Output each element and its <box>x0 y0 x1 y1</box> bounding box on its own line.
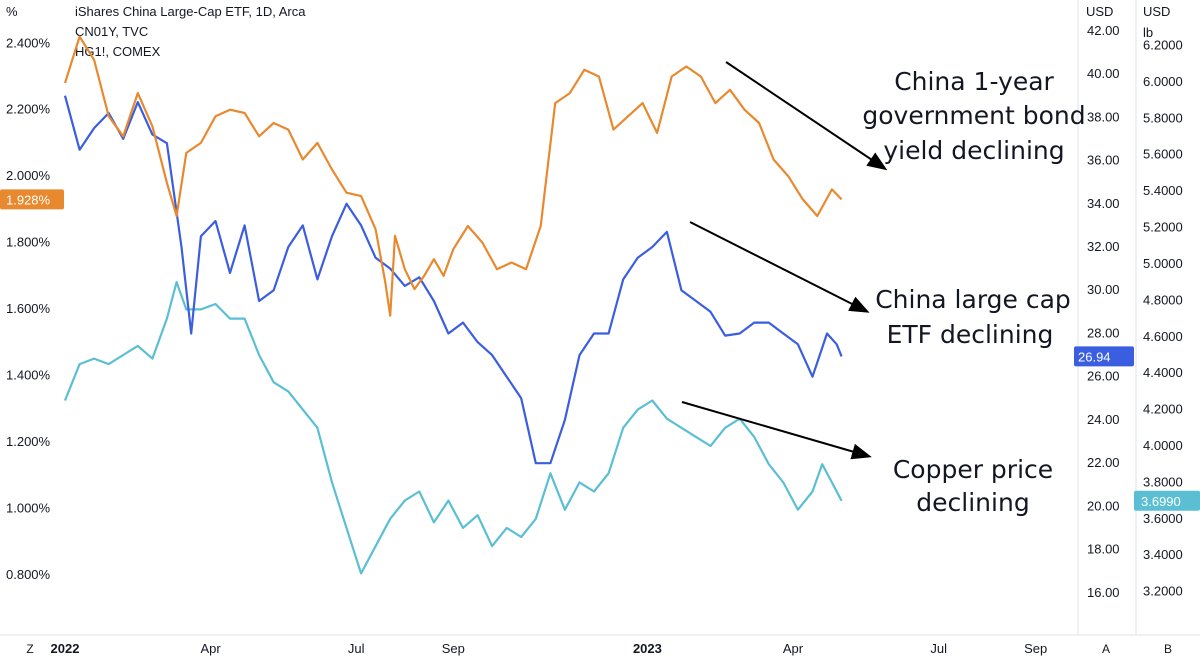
last-value-badge-right <box>1134 490 1200 511</box>
tick-label-right-9: 4.4000 <box>1143 365 1183 380</box>
corner-label-mid: A <box>1102 642 1110 656</box>
right-axis-unit-lb: lb <box>1143 25 1153 40</box>
tick-label-right-7: 4.8000 <box>1143 292 1183 307</box>
tick-label-left-7: 1.000% <box>6 500 51 515</box>
tick-label-right-6: 5.0000 <box>1143 256 1183 271</box>
corner-label-right: B <box>1164 642 1172 656</box>
tick-label-left-8: 0.800% <box>6 567 51 582</box>
x-tick-label-0: 2022 <box>51 641 80 656</box>
tick-label-right-3: 5.6000 <box>1143 147 1183 162</box>
annotation-etf-line2: ETF declining <box>887 320 1054 349</box>
tick-label-mid-3: 36.00 <box>1087 153 1120 168</box>
tick-label-right-8: 4.6000 <box>1143 329 1183 344</box>
series-line-mid <box>63 95 843 465</box>
tick-label-mid-8: 26.00 <box>1087 369 1120 384</box>
tick-label-left-6: 1.200% <box>6 434 51 449</box>
last-value-badge-mid <box>1074 346 1134 367</box>
annotation-copper-line1: Copper price <box>893 455 1053 484</box>
tick-label-right-0: 6.2000 <box>1143 38 1183 53</box>
arrow-etf <box>689 221 870 313</box>
tick-label-left-4: 1.600% <box>6 301 51 316</box>
tick-label-left-5: 1.400% <box>6 368 51 383</box>
annotation-copper-line2: declining <box>916 488 1029 517</box>
tick-label-mid-7: 28.00 <box>1087 326 1120 341</box>
tick-label-right-11: 4.0000 <box>1143 438 1183 453</box>
x-tick-label-2: Jul <box>348 641 365 656</box>
tick-label-mid-12: 18.00 <box>1087 542 1120 557</box>
corner-label-left: Z <box>26 642 33 656</box>
x-tick-label-6: Jul <box>930 641 947 656</box>
mid-axis-unit: USD <box>1086 4 1113 19</box>
tick-label-mid-5: 32.00 <box>1087 239 1120 254</box>
arrow-bond-yield <box>725 61 888 171</box>
legend-item-copper: HG1!, COMEX <box>75 44 161 59</box>
x-tick-label-5: Apr <box>783 641 804 656</box>
tick-label-right-14: 3.4000 <box>1143 547 1183 562</box>
tick-label-mid-10: 22.00 <box>1087 455 1120 470</box>
tick-label-left-3: 1.800% <box>6 235 51 250</box>
tick-label-mid-13: 16.00 <box>1087 585 1120 600</box>
last-value-badge-left <box>0 189 64 210</box>
right-axis-unit: USD <box>1143 4 1170 19</box>
tick-label-mid-4: 34.00 <box>1087 196 1120 211</box>
series-layer: 1.928% 26.94 3.6990 <box>0 35 1200 575</box>
tick-label-right-15: 3.2000 <box>1143 584 1183 599</box>
tick-label-right-13: 3.6000 <box>1143 511 1183 526</box>
series-line-right <box>63 281 843 575</box>
tick-label-right-10: 4.2000 <box>1143 402 1183 417</box>
legend-item-cn01y: CN01Y, TVC <box>75 24 148 39</box>
legend-item-etf: iShares China Large-Cap ETF, 1D, Arca <box>75 4 306 19</box>
x-axis: 2022 Apr Jul Sep 2023 Apr Jul Sep <box>51 641 1048 656</box>
annotation-arrows <box>681 61 888 460</box>
last-value-label-right: 3.6990 <box>1141 494 1181 509</box>
tick-label-right-12: 3.8000 <box>1143 474 1183 489</box>
tick-label-mid-1: 40.00 <box>1087 66 1120 81</box>
tick-label-left-0: 2.400% <box>6 35 51 50</box>
x-tick-label-3: Sep <box>442 641 465 656</box>
tick-label-left-1: 2.200% <box>6 102 51 117</box>
left-axis-unit: % <box>6 4 18 19</box>
tick-label-mid-6: 30.00 <box>1087 282 1120 297</box>
tick-label-mid-0: 42.00 <box>1087 23 1120 38</box>
tick-label-right-4: 5.4000 <box>1143 183 1183 198</box>
tick-label-right-5: 5.2000 <box>1143 220 1183 235</box>
tick-label-mid-11: 20.00 <box>1087 498 1120 513</box>
annotation-etf-line1: China large cap <box>875 285 1071 314</box>
arrow-copper <box>681 401 872 460</box>
x-tick-label-1: Apr <box>200 641 221 656</box>
tick-label-right-1: 6.0000 <box>1143 74 1183 89</box>
tick-label-right-2: 5.8000 <box>1143 110 1183 125</box>
annotation-bond-yield-line3: yield declining <box>883 136 1064 165</box>
annotation-bond-yield-line2: government bond <box>862 101 1085 130</box>
tick-label-mid-2: 38.00 <box>1087 109 1120 124</box>
tick-label-left-2: 2.000% <box>6 168 51 183</box>
left-axis: 2.400% 2.200% 2.000% 1.800% 1.600% 1.400% 1.20… <box>6 35 51 582</box>
x-tick-label-7: Sep <box>1024 641 1047 656</box>
last-value-label-mid: 26.94 <box>1078 349 1111 364</box>
series-line-left <box>63 35 843 317</box>
annotation-bond-yield-line1: China 1-year <box>894 67 1054 96</box>
mid-axis: 42.00 40.00 38.00 36.00 34.00 32.00 30.00 28.00… <box>1087 23 1120 600</box>
last-value-label-left: 1.928% <box>6 192 51 207</box>
x-tick-label-4: 2023 <box>633 641 662 656</box>
right-axis: 6.2000 6.0000 5.8000 5.6000 5.4000 5.2000 5.00… <box>1143 38 1183 599</box>
tick-label-mid-9: 24.00 <box>1087 412 1120 427</box>
